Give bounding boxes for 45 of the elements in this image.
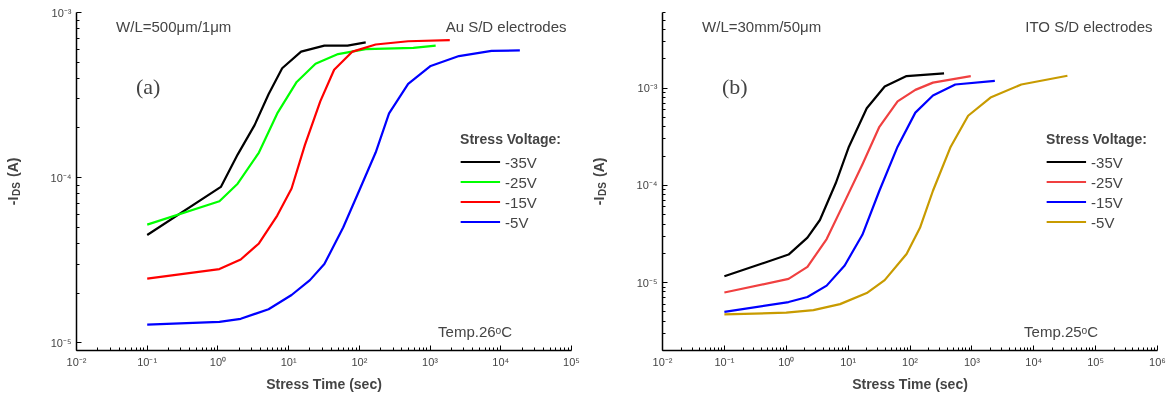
x-tick-label: 10⁰	[209, 355, 227, 368]
x-tick-label: 10³	[422, 355, 439, 368]
x-axis-title: Stress Time (sec)	[266, 375, 382, 392]
x-tick-label: 10²	[902, 355, 919, 368]
x-tick-label: 10⁴	[1025, 355, 1043, 368]
y-tick-label: 10⁻³	[637, 82, 658, 95]
legend-label: -15V	[505, 193, 537, 210]
x-tick-label: 10²	[351, 355, 368, 368]
y-tick-label: 10⁻⁵	[636, 276, 658, 289]
legend-label: -15V	[1091, 193, 1123, 210]
annotation: W/L=30mm/50μm	[702, 17, 822, 35]
x-tick-label: 10¹	[840, 355, 857, 368]
legend-label: -35V	[1091, 153, 1123, 170]
x-tick-label: 10⁴	[492, 355, 510, 368]
y-tick-label: 10⁻³	[51, 6, 72, 19]
y-axis-title: -IDS (A)	[590, 157, 608, 206]
y-tick-label: 10⁻⁴	[636, 179, 658, 192]
legend-label: -25V	[1091, 173, 1123, 190]
legend-label: -25V	[505, 173, 537, 190]
x-tick-label: 10⁰	[778, 355, 795, 368]
y-tick-label: 10⁻⁴	[50, 171, 72, 184]
x-tick-label: 10⁵	[1087, 355, 1105, 368]
annotation: (b)	[721, 74, 748, 100]
x-axis-title: Stress Time (sec)	[852, 375, 968, 392]
x-tick-label: 10⁻²	[66, 355, 87, 368]
annotation: ITO S/D electrodes	[1025, 17, 1153, 35]
annotation: (a)	[135, 74, 161, 100]
annotation: Au S/D electrodes	[445, 17, 567, 35]
x-tick-label: 10⁶	[1149, 355, 1166, 368]
legend-label: -5V	[505, 213, 529, 230]
annotation: W/L=500μm/1μm	[116, 17, 232, 35]
x-tick-label: 10⁻¹	[137, 355, 158, 368]
legend-title: Stress Voltage:	[1046, 130, 1147, 147]
legend-title: Stress Voltage:	[460, 130, 561, 147]
x-tick-label: 10⁻¹	[714, 355, 735, 368]
x-tick-label: 10⁻²	[652, 355, 673, 368]
x-tick-label: 10⁵	[563, 355, 580, 368]
legend-label: -35V	[505, 153, 537, 170]
x-tick-label: 10¹	[280, 355, 297, 368]
y-axis-title: -IDS (A)	[4, 157, 22, 206]
legend-label: -5V	[1091, 213, 1115, 230]
annotation: Temp.25ᵒC	[1024, 323, 1099, 341]
annotation: Temp.26ᵒC	[438, 323, 513, 341]
y-tick-label: 10⁻⁵	[50, 336, 72, 349]
x-tick-label: 10³	[963, 355, 981, 368]
